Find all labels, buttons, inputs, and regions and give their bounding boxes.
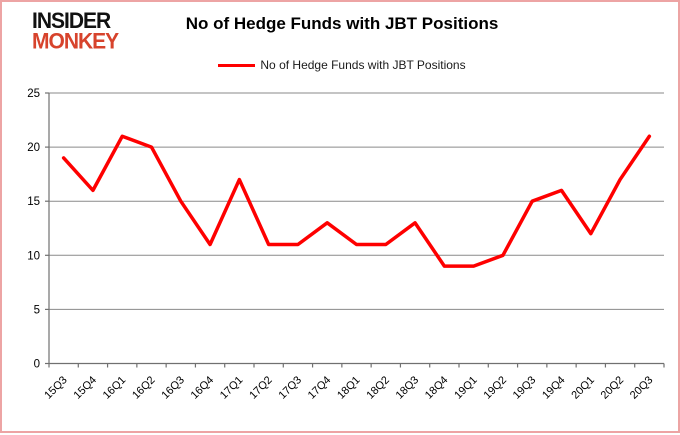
x-tick-label: 17Q3 (277, 374, 305, 402)
chart-title: No of Hedge Funds with JBT Positions (185, 14, 499, 33)
x-tick-label: 18Q4 (423, 374, 451, 402)
x-tick-label: 18Q3 (394, 374, 422, 402)
x-tick-label: 17Q1 (218, 374, 246, 402)
x-tick-label: 19Q1 (452, 374, 480, 402)
y-tick-label: 20 (27, 142, 40, 154)
legend-label: No of Hedge Funds with JBT Positions (260, 58, 466, 72)
logo-word-insider: INSIDER (32, 9, 111, 34)
x-tick-label: 16Q3 (159, 374, 187, 402)
x-tick-label: 19Q4 (540, 374, 568, 402)
x-tick-label: 17Q4 (306, 374, 334, 402)
chart-legend: No of Hedge Funds with JBT Positions (2, 58, 680, 72)
y-tick-label: 15 (27, 196, 40, 208)
y-tick-label: 0 (34, 359, 40, 371)
x-tick-label: 20Q2 (599, 374, 627, 402)
x-tick-label: 17Q2 (247, 374, 275, 402)
x-tick-label: 19Q2 (482, 374, 510, 402)
legend-line-swatch (218, 63, 256, 67)
x-tick-label: 18Q2 (364, 374, 392, 402)
insider-monkey-logo: INSIDER MONKEY (32, 9, 119, 54)
y-tick-label: 25 (27, 88, 40, 100)
logo-word-monkey: MONKEY (32, 29, 119, 54)
x-tick-label: 20Q3 (628, 374, 656, 402)
x-tick-label: 16Q1 (101, 374, 129, 402)
x-tick-label: 16Q2 (130, 374, 158, 402)
x-tick-label: 15Q4 (72, 374, 100, 402)
x-tick-label: 19Q3 (511, 374, 539, 402)
x-tick-label: 18Q1 (335, 374, 363, 402)
x-tick-label: 15Q3 (42, 374, 70, 402)
series-line (61, 134, 652, 268)
y-tick-label: 5 (34, 304, 40, 316)
x-tick-label: 16Q4 (189, 374, 217, 402)
x-tick-label: 20Q1 (569, 374, 597, 402)
y-tick-label: 10 (27, 250, 40, 262)
